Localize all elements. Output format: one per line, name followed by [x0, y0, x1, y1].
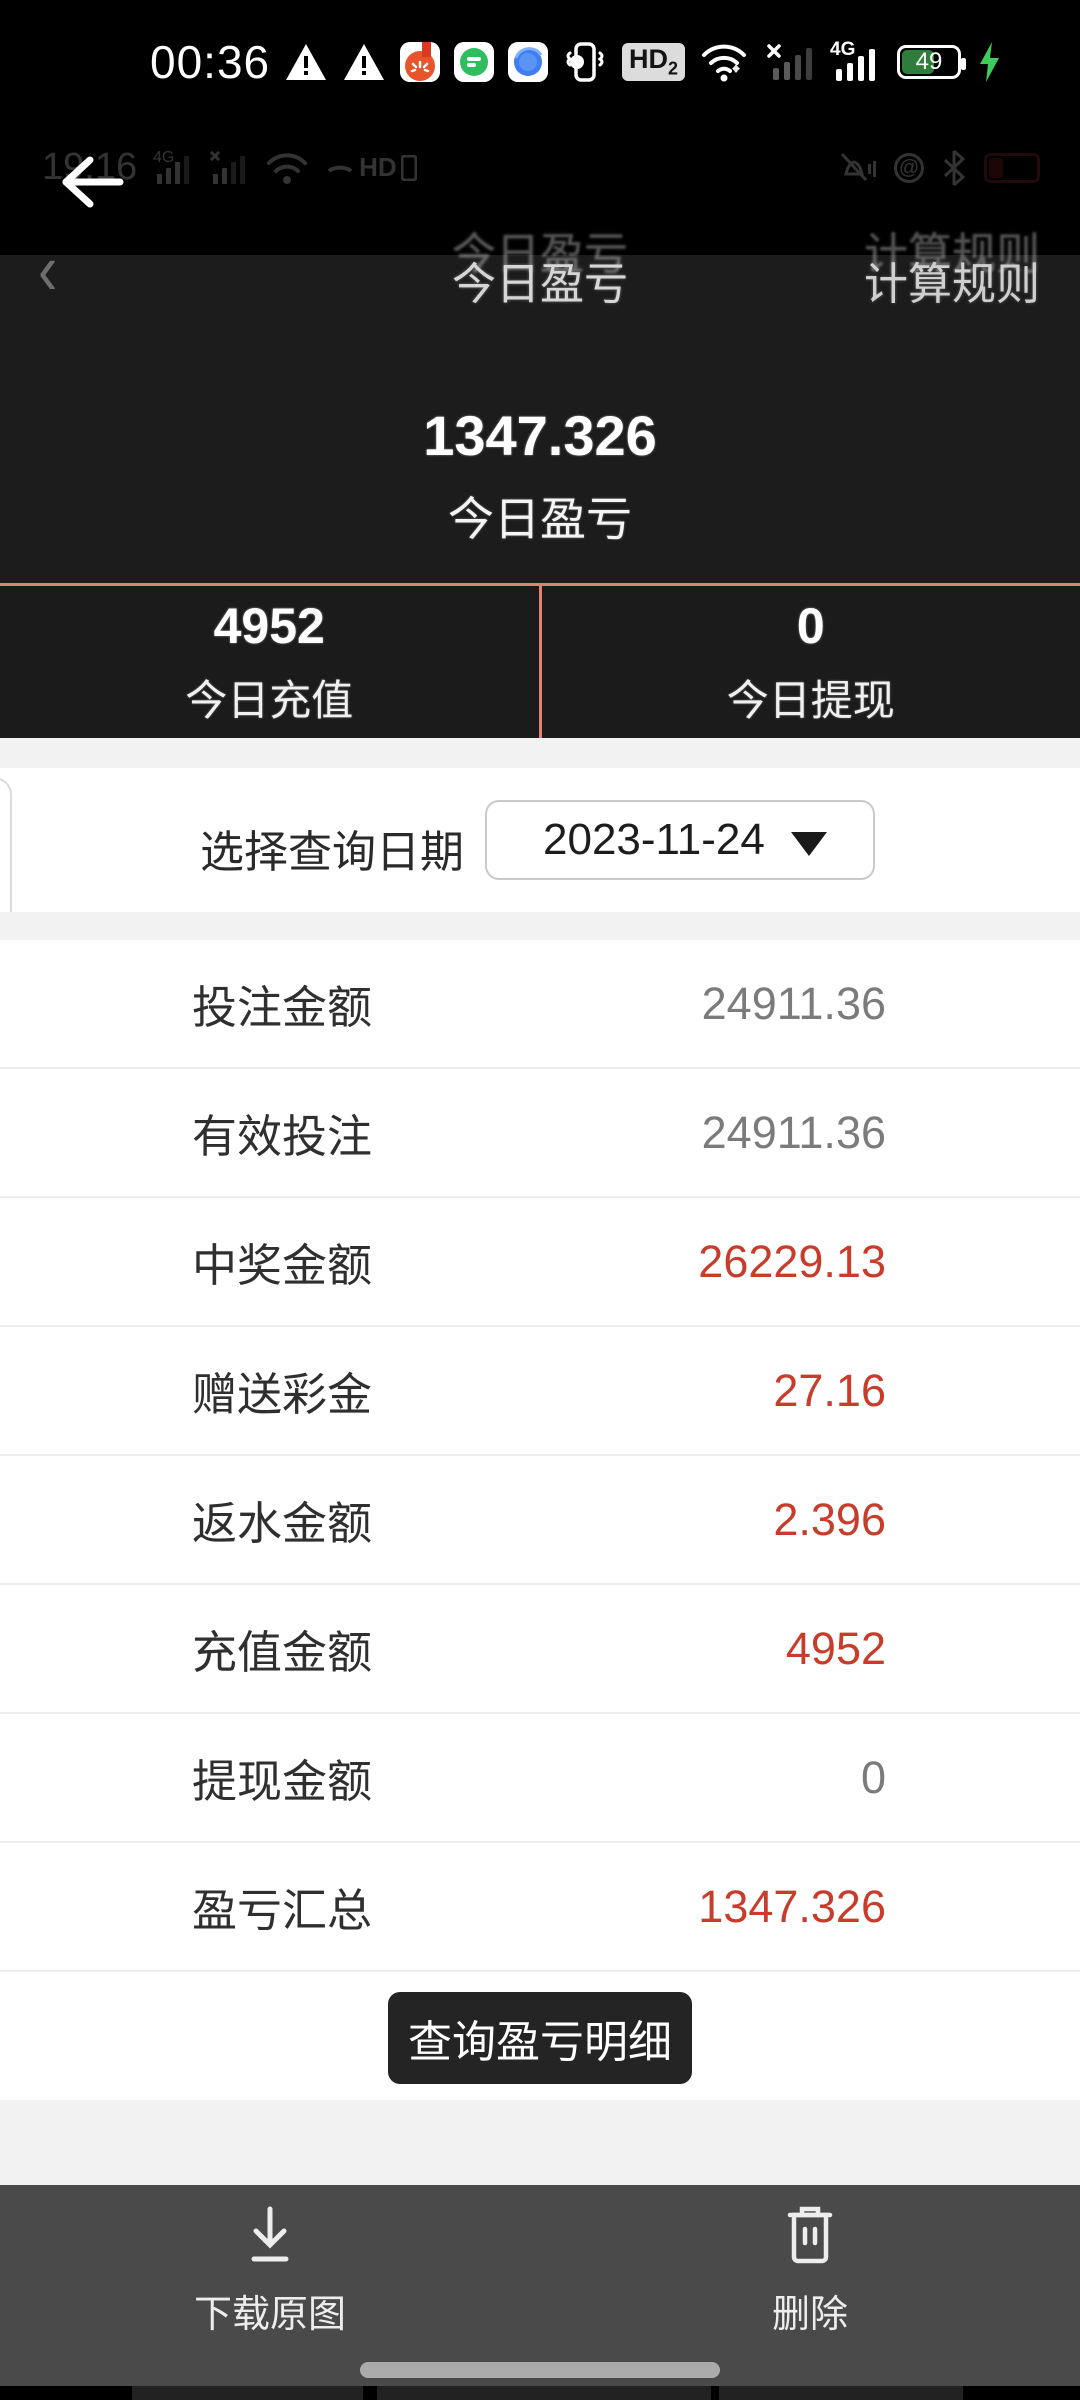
row-value: 24911.36: [701, 1106, 886, 1158]
photo-rotation-lock-icon: @: [894, 153, 924, 183]
trash-icon: [784, 2205, 836, 2267]
back-arrow-icon[interactable]: [58, 152, 128, 212]
button-area: 查询盈亏明细: [0, 1972, 1080, 2100]
photo-4g-signal-icon: 4G: [153, 148, 193, 188]
clock: 00:36: [150, 36, 271, 88]
download-icon: [244, 2205, 296, 2267]
table-row: 中奖金额 26229.13: [0, 1198, 1080, 1327]
row-value: 4952: [785, 1622, 886, 1674]
sim1-signal-icon: [767, 40, 815, 84]
date-picker-dropdown[interactable]: 2023-11-24: [485, 800, 875, 880]
table-row: 有效投注 24911.36: [0, 1069, 1080, 1198]
date-picker-label: 选择查询日期: [200, 828, 464, 877]
today-profit-label: 今日盈亏: [448, 493, 632, 545]
vibrate-icon: [563, 41, 607, 83]
row-value: 2.396: [773, 1493, 886, 1545]
battery-icon: 49: [897, 45, 966, 79]
chevron-down-icon: [791, 832, 827, 856]
divider-strip: [0, 2100, 1080, 2185]
browser-app-icon: [508, 42, 549, 82]
query-detail-button[interactable]: 查询盈亏明细: [388, 1992, 692, 2084]
today-withdraw-card: 0 今日提现: [726, 597, 895, 724]
table-row: 充值金额 4952: [0, 1585, 1080, 1714]
row-value: 27.16: [773, 1364, 886, 1416]
warning-icon: [342, 42, 386, 82]
row-label: 返水金额: [192, 1498, 373, 1549]
table-row: 投注金额 24911.36: [0, 940, 1080, 1069]
photo-battery-low-icon: [984, 153, 1040, 183]
4g-signal-icon: 4G: [830, 39, 882, 85]
download-original-button[interactable]: 下载原图: [160, 2205, 380, 2338]
svg-text:4G: 4G: [830, 39, 855, 60]
row-value: 0: [860, 1751, 886, 1803]
row-label: 投注金额: [192, 982, 373, 1033]
warning-icon: [284, 42, 328, 82]
battery-percent: 49: [915, 48, 943, 75]
today-recharge-card: 4952 今日充值: [0, 586, 542, 738]
profit-loss-table: 投注金额 24911.36 有效投注 24911.36 中奖金额 26229.1…: [0, 940, 1080, 1972]
row-label: 提现金额: [192, 1756, 373, 1807]
home-indicator[interactable]: [360, 2362, 720, 2378]
date-value: 2023-11-24: [543, 815, 765, 864]
divider-strip: [0, 738, 1080, 768]
today-profit-amount: 1347.326: [423, 404, 657, 467]
svg-text:4G: 4G: [153, 149, 174, 166]
photo-wifi-icon: [265, 149, 309, 187]
hd2-badge: HD2: [621, 42, 685, 82]
divider-strip: [0, 912, 1080, 940]
top-black-region: 00:36: [0, 0, 1080, 279]
photo-bluetooth-icon: [942, 149, 966, 187]
gallery-bottom-bar: 下载原图 删除: [0, 2185, 1080, 2400]
status-bar: 00:36: [0, 30, 1080, 94]
table-row: 盈亏汇总 1347.326: [0, 1843, 1080, 1972]
row-label: 有效投注: [192, 1111, 373, 1162]
cards-row: 4952 今日充值 0 今日提现: [0, 583, 1080, 738]
charging-bolt-icon: [976, 40, 1002, 84]
photo-hd-call-icon: HD: [325, 152, 417, 183]
row-label: 中奖金额: [192, 1240, 373, 1291]
row-value: 1347.326: [698, 1880, 886, 1932]
table-row: 返水金额 2.396: [0, 1456, 1080, 1585]
page-title: 今日盈亏: [452, 260, 628, 309]
row-label: 赠送彩金: [192, 1369, 373, 1420]
row-value: 26229.13: [698, 1235, 886, 1287]
calc-rules-link[interactable]: 计算规则: [864, 260, 1040, 309]
row-label: 盈亏汇总: [192, 1885, 373, 1936]
photo-sim-x-signal-icon: [209, 148, 249, 188]
tomato-app-icon: [400, 42, 441, 82]
nav-strip: [0, 2386, 1080, 2400]
profit-panel: ‹ 今日盈亏 计算规则 1347.326 今日盈亏: [0, 229, 1080, 583]
wifi-icon: [700, 41, 752, 83]
row-label: 充值金额: [192, 1627, 373, 1678]
photo-mute-icon: [836, 148, 876, 188]
delete-button[interactable]: 删除: [700, 2205, 920, 2338]
table-row: 赠送彩金 27.16: [0, 1327, 1080, 1456]
messages-app-icon: [454, 42, 495, 82]
photo-status-bar: 19:16 4G HD @: [0, 146, 1080, 198]
table-row: 提现金额 0: [0, 1714, 1080, 1843]
row-value: 24911.36: [701, 977, 886, 1029]
